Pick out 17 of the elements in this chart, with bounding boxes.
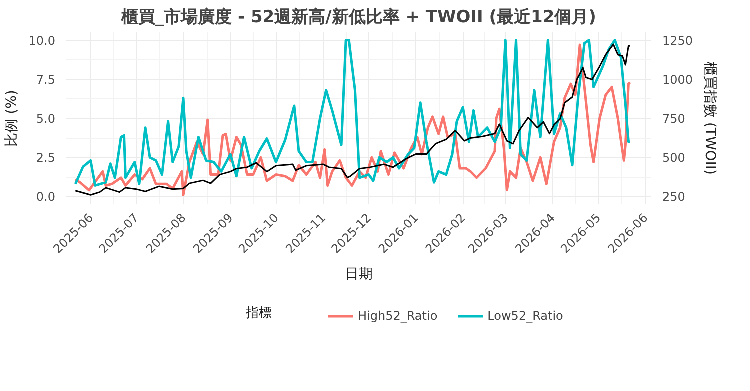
y2-tick-label: 750: [662, 112, 686, 126]
legend-title: 指標: [245, 306, 272, 322]
y-tick-label: 10.0: [28, 34, 56, 48]
y-tick-label: 7.5: [36, 72, 56, 87]
x-axis-title: 日期: [345, 266, 373, 282]
chart-title: 櫃買_市場廣度 - 52週新高/新低比率 + TWOII (最近12個月): [120, 8, 596, 28]
y2-tick-label: 1000: [662, 72, 694, 87]
y2-tick-label: 250: [662, 190, 686, 204]
y2-tick-label: 500: [662, 151, 686, 166]
y-tick-label: 5.0: [36, 112, 56, 126]
y2-axis-title: 櫃買指數 (TWOII): [702, 62, 718, 176]
y-tick-label: 0.0: [36, 190, 56, 204]
y2-tick-label: 1250: [662, 34, 694, 48]
legend-label: High52_Ratio: [358, 309, 438, 323]
y-tick-label: 2.5: [36, 151, 56, 166]
legend-label: Low52_Ratio: [488, 309, 564, 323]
y-axis-title: 比例 (%): [4, 90, 20, 147]
